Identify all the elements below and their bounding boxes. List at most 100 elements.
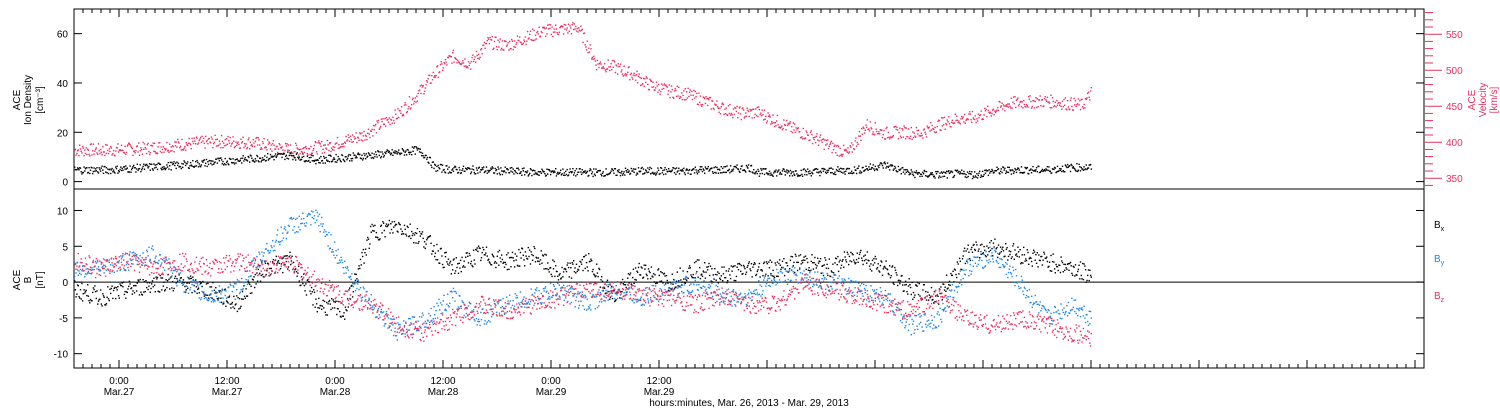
by-point [260,260,262,262]
velocity-point [871,128,873,130]
density-point [368,153,370,155]
bx-point [456,266,458,269]
density-point [726,165,728,167]
velocity-point [1077,98,1080,100]
bx-point [479,247,481,250]
bx-point [182,279,185,281]
bx-point [195,279,197,281]
velocity-point [1021,101,1023,103]
bx-point [961,269,963,271]
bx-point [159,291,161,293]
velocity-point [295,144,298,147]
bx-point [750,263,753,265]
density-point [774,171,776,173]
density-point [938,175,941,177]
by-point [215,295,218,297]
bx-point [252,279,254,281]
by-point [285,238,288,240]
velocity-point [134,152,136,154]
density-point [475,173,477,175]
bx-point [813,262,815,264]
bx-point [251,292,253,294]
density-point [1074,168,1076,170]
density-point [179,166,182,168]
by-point [151,247,153,250]
density-point [684,173,686,176]
velocity-point [463,65,465,67]
bx-point [84,290,87,293]
bx-point [956,261,959,263]
velocity-point [1012,101,1014,103]
velocity-point [322,148,324,150]
velocity-point [557,33,560,36]
velocity-point [652,81,654,83]
density-point [280,153,282,155]
velocity-point [518,39,520,42]
bx-point [282,257,285,259]
density-point [924,170,926,173]
bx-point [485,246,488,248]
density-point [976,177,979,179]
bx-point [746,266,748,268]
velocity-point [336,136,339,139]
bx-point [868,260,870,262]
density-point [883,162,885,164]
density-point [282,153,284,155]
velocity-point [427,78,429,80]
density-point [743,169,745,171]
bx-point [658,274,660,277]
bx-point [656,282,658,284]
density-point [459,169,461,171]
velocity-point [220,134,223,137]
density-point [594,174,596,177]
velocity-point [417,92,419,95]
velocity-point [863,127,865,129]
by-point [228,286,230,288]
velocity-point [616,73,619,75]
bx-point [769,259,771,261]
density-point [837,166,839,168]
density-point [494,167,496,170]
velocity-point [297,148,299,150]
bx-point [1068,269,1070,271]
velocity-point [646,77,648,79]
velocity-point [892,135,894,137]
bx-point [74,289,77,291]
bx-point [800,263,802,265]
velocity-point [508,40,511,43]
bx-point [264,260,266,262]
bx-point [923,284,925,286]
bx-point [822,265,824,267]
velocity-point [515,43,517,46]
density-point [462,165,465,167]
density-point [105,167,108,169]
by-point [165,258,167,260]
bx-point [272,258,275,261]
velocity-point [476,54,478,57]
bx-point [1001,248,1003,250]
bx-point [573,260,575,262]
velocity-point [392,116,394,118]
density-point [928,175,930,177]
by-point [190,280,192,283]
density-point [354,154,356,156]
velocity-point [1040,105,1042,107]
velocity-point [187,142,190,145]
velocity-point [99,152,101,155]
velocity-point [110,147,113,149]
velocity-point [668,84,671,86]
density-point [339,158,341,160]
bx-point [208,294,210,296]
density-point [283,153,285,155]
density-point [917,171,920,174]
velocity-point [198,139,200,142]
velocity-point [287,144,290,146]
velocity-point [469,62,471,64]
velocity-point [152,142,154,144]
density-point [272,155,275,158]
bx-point [654,274,656,276]
by-point [321,216,323,219]
top-panel-frame [73,8,1425,190]
density-point [554,171,556,173]
